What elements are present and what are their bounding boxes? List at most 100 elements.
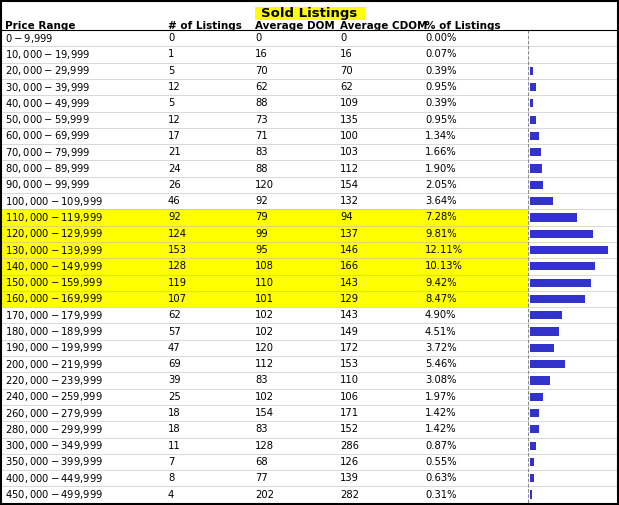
- Text: $60,000 - $69,999: $60,000 - $69,999: [5, 129, 90, 142]
- Text: 79: 79: [255, 213, 268, 222]
- Bar: [530, 441, 535, 450]
- Bar: [530, 132, 539, 140]
- Text: 1.90%: 1.90%: [425, 164, 457, 174]
- Text: $80,000 - $89,999: $80,000 - $89,999: [5, 162, 90, 175]
- Text: 119: 119: [168, 278, 187, 288]
- Text: 88: 88: [255, 98, 267, 109]
- Text: 10.13%: 10.13%: [425, 262, 463, 271]
- Text: $20,000 - $29,999: $20,000 - $29,999: [5, 64, 90, 77]
- Text: 154: 154: [255, 408, 274, 418]
- Text: 16: 16: [255, 49, 268, 60]
- Text: 73: 73: [255, 115, 267, 125]
- Text: 0: 0: [168, 33, 175, 43]
- Text: 62: 62: [340, 82, 353, 92]
- Text: 62: 62: [168, 310, 181, 320]
- Text: 18: 18: [168, 408, 181, 418]
- Text: 108: 108: [255, 262, 274, 271]
- Text: 8.47%: 8.47%: [425, 294, 456, 304]
- Text: 1.34%: 1.34%: [425, 131, 456, 141]
- Text: 0.95%: 0.95%: [425, 82, 457, 92]
- Text: 70: 70: [340, 66, 353, 76]
- Text: 8: 8: [168, 473, 175, 483]
- Text: Sold Listings: Sold Listings: [261, 7, 358, 20]
- Text: 77: 77: [255, 473, 268, 483]
- Text: 12: 12: [168, 82, 181, 92]
- Text: 0.63%: 0.63%: [425, 473, 456, 483]
- Text: 139: 139: [340, 473, 359, 483]
- Bar: [530, 181, 543, 189]
- Text: 110: 110: [340, 375, 359, 385]
- Bar: [530, 425, 539, 433]
- Text: 110: 110: [255, 278, 274, 288]
- Text: 95: 95: [255, 245, 268, 255]
- Text: 109: 109: [340, 98, 359, 109]
- Text: 3.64%: 3.64%: [425, 196, 456, 206]
- Bar: [530, 116, 536, 124]
- Text: 83: 83: [255, 424, 267, 434]
- Text: $160,000 - $169,999: $160,000 - $169,999: [5, 292, 103, 306]
- Bar: [530, 246, 608, 254]
- Bar: [530, 344, 554, 352]
- Text: 0.39%: 0.39%: [425, 66, 456, 76]
- Text: 12.11%: 12.11%: [425, 245, 463, 255]
- Bar: [530, 148, 540, 157]
- Text: 0.95%: 0.95%: [425, 115, 457, 125]
- Text: $70,000 - $79,999: $70,000 - $79,999: [5, 146, 90, 159]
- Text: 124: 124: [168, 229, 187, 239]
- Text: $220,000 - $239,999: $220,000 - $239,999: [5, 374, 103, 387]
- Text: 120: 120: [255, 343, 274, 353]
- Text: 9.42%: 9.42%: [425, 278, 457, 288]
- Bar: [530, 376, 550, 384]
- Text: 83: 83: [255, 375, 267, 385]
- Bar: [530, 327, 559, 336]
- Bar: [530, 360, 565, 368]
- Text: 137: 137: [340, 229, 359, 239]
- Bar: [2, 291, 528, 307]
- Text: 69: 69: [168, 359, 181, 369]
- Text: 172: 172: [340, 343, 359, 353]
- Text: 21: 21: [168, 147, 181, 157]
- Text: 100: 100: [340, 131, 359, 141]
- Text: 0: 0: [340, 33, 346, 43]
- Bar: [530, 230, 593, 238]
- Bar: [530, 474, 534, 482]
- Text: $240,000 - $259,999: $240,000 - $259,999: [5, 390, 103, 403]
- Text: 4.90%: 4.90%: [425, 310, 456, 320]
- Text: 0.55%: 0.55%: [425, 457, 457, 467]
- Text: $50,000 - $59,999: $50,000 - $59,999: [5, 113, 90, 126]
- Text: $180,000 - $189,999: $180,000 - $189,999: [5, 325, 103, 338]
- Text: 1.97%: 1.97%: [425, 392, 457, 402]
- Text: 16: 16: [340, 49, 353, 60]
- Bar: [530, 393, 543, 401]
- Bar: [2, 209, 528, 226]
- Text: 88: 88: [255, 164, 267, 174]
- Text: 107: 107: [168, 294, 187, 304]
- Text: 57: 57: [168, 327, 181, 336]
- Bar: [254, 7, 365, 20]
- Bar: [530, 214, 577, 222]
- Text: 126: 126: [340, 457, 359, 467]
- Text: 286: 286: [340, 441, 359, 450]
- Text: 92: 92: [168, 213, 181, 222]
- Text: $450,000 - $499,999: $450,000 - $499,999: [5, 488, 103, 501]
- Text: 106: 106: [340, 392, 359, 402]
- Text: $400,000 - $449,999: $400,000 - $449,999: [5, 472, 103, 485]
- Text: 128: 128: [168, 262, 187, 271]
- Text: $30,000 - $39,999: $30,000 - $39,999: [5, 81, 90, 93]
- Text: $200,000 - $219,999: $200,000 - $219,999: [5, 358, 103, 371]
- Text: 1.42%: 1.42%: [425, 408, 457, 418]
- Text: 94: 94: [340, 213, 353, 222]
- Text: 112: 112: [340, 164, 359, 174]
- Bar: [2, 226, 528, 242]
- Text: $130,000 - $139,999: $130,000 - $139,999: [5, 243, 103, 257]
- Text: $120,000 - $129,999: $120,000 - $129,999: [5, 227, 103, 240]
- Text: 0.31%: 0.31%: [425, 489, 456, 499]
- Text: 71: 71: [255, 131, 268, 141]
- Text: 171: 171: [340, 408, 359, 418]
- Text: 5: 5: [168, 66, 175, 76]
- Text: 92: 92: [255, 196, 268, 206]
- Bar: [530, 197, 553, 205]
- Text: 0.07%: 0.07%: [425, 49, 456, 60]
- Text: 5.46%: 5.46%: [425, 359, 457, 369]
- Text: 149: 149: [340, 327, 359, 336]
